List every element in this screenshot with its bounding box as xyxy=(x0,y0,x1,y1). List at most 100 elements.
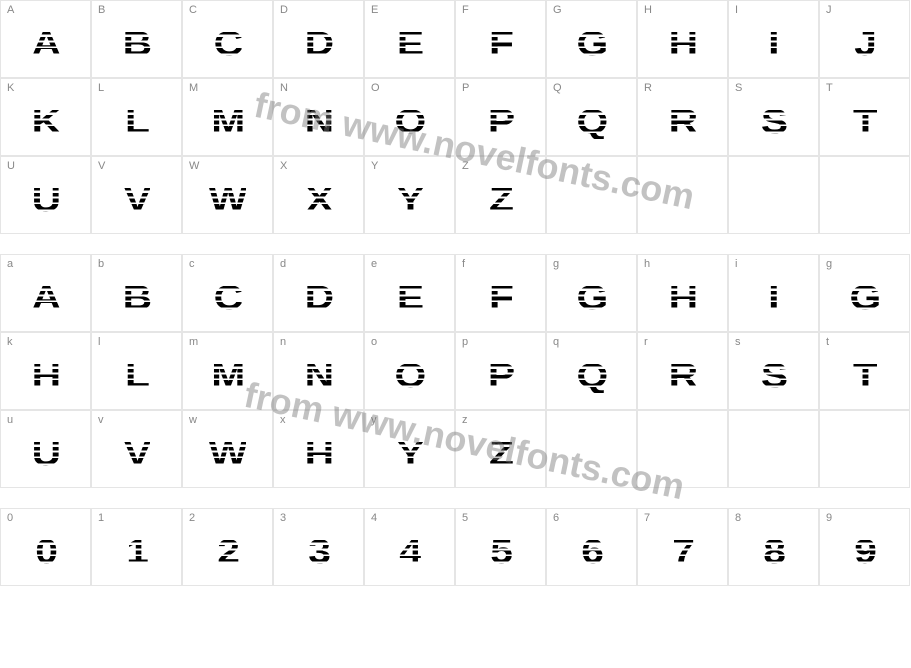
glyph-wrap: A xyxy=(1,27,90,61)
cell-label: u xyxy=(7,414,13,426)
glyph-cell: 55 xyxy=(455,508,546,586)
glyph-wrap: F xyxy=(456,27,545,61)
glyph-wrap: D xyxy=(274,27,363,61)
cell-label: Q xyxy=(553,82,562,94)
character-map-grid: AABBCCDDEEFFGGHHIIJJKKLLMMNNOOPPQQRRSSTT… xyxy=(0,0,910,586)
cell-label: z xyxy=(462,414,468,426)
glyph: 0 xyxy=(35,535,57,569)
glyph: 5 xyxy=(490,535,512,569)
glyph-cell: eE xyxy=(364,254,455,332)
glyph-wrap: 3 xyxy=(274,535,363,569)
cell-label: t xyxy=(826,336,829,348)
glyph: R xyxy=(668,359,696,393)
glyph-cell xyxy=(819,156,910,234)
cell-label: E xyxy=(371,4,378,16)
glyph: G xyxy=(576,27,607,61)
cell-label: Y xyxy=(371,160,378,172)
glyph: 9 xyxy=(854,535,876,569)
glyph-wrap: W xyxy=(183,183,272,217)
glyph-wrap: R xyxy=(638,359,727,393)
glyph-cell: ZZ xyxy=(455,156,546,234)
glyph-cell: vV xyxy=(91,410,182,488)
glyph-cell: YY xyxy=(364,156,455,234)
cell-label: D xyxy=(280,4,288,16)
glyph: Z xyxy=(489,183,513,217)
glyph: P xyxy=(487,105,513,139)
glyph-wrap: 6 xyxy=(547,535,636,569)
glyph-cell: HH xyxy=(637,0,728,78)
glyph: M xyxy=(211,105,244,139)
glyph-wrap: 4 xyxy=(365,535,454,569)
cell-label: K xyxy=(7,82,14,94)
glyph: 4 xyxy=(399,535,421,569)
glyph-cell: hH xyxy=(637,254,728,332)
cell-label: v xyxy=(98,414,104,426)
glyph: P xyxy=(487,359,513,393)
glyph-wrap: Y xyxy=(365,437,454,471)
glyph: X xyxy=(305,183,331,217)
glyph-cell: dD xyxy=(273,254,364,332)
glyph: U xyxy=(31,183,59,217)
glyph-wrap: O xyxy=(365,105,454,139)
glyph-cell: 88 xyxy=(728,508,819,586)
glyph: Z xyxy=(489,437,513,471)
glyph: E xyxy=(396,27,422,61)
glyph-cell: pP xyxy=(455,332,546,410)
glyph-cell: 00 xyxy=(0,508,91,586)
glyph-cell: UU xyxy=(0,156,91,234)
glyph-wrap: M xyxy=(183,105,272,139)
glyph: Q xyxy=(576,105,607,139)
glyph-wrap: Y xyxy=(365,183,454,217)
cell-label: p xyxy=(462,336,468,348)
glyph-wrap: Z xyxy=(456,437,545,471)
glyph-cell: bB xyxy=(91,254,182,332)
cell-label: g xyxy=(826,258,832,270)
cell-label: A xyxy=(7,4,14,16)
glyph: M xyxy=(211,359,244,393)
glyph-wrap: S xyxy=(729,105,818,139)
glyph-cell: lL xyxy=(91,332,182,410)
glyph: F xyxy=(489,27,513,61)
glyph-cell: fF xyxy=(455,254,546,332)
glyph: H xyxy=(304,437,332,471)
cell-label: s xyxy=(735,336,741,348)
cell-label: 3 xyxy=(280,512,286,524)
glyph: H xyxy=(31,359,59,393)
cell-label: O xyxy=(371,82,380,94)
glyph-wrap: Q xyxy=(547,105,636,139)
glyph-wrap: F xyxy=(456,281,545,315)
glyph: L xyxy=(125,359,149,393)
cell-label: o xyxy=(371,336,377,348)
glyph-wrap: H xyxy=(1,359,90,393)
cell-label: G xyxy=(553,4,562,16)
glyph-cell: 22 xyxy=(182,508,273,586)
glyph: W xyxy=(209,437,246,471)
cell-label: q xyxy=(553,336,559,348)
glyph: W xyxy=(209,183,246,217)
glyph-cell: 77 xyxy=(637,508,728,586)
cell-label: f xyxy=(462,258,465,270)
glyph-wrap: E xyxy=(365,281,454,315)
glyph-cell: wW xyxy=(182,410,273,488)
glyph: Q xyxy=(576,359,607,393)
glyph-cell: qQ xyxy=(546,332,637,410)
cell-label: d xyxy=(280,258,286,270)
cell-label: B xyxy=(98,4,105,16)
glyph: O xyxy=(394,359,425,393)
glyph-cell: JJ xyxy=(819,0,910,78)
cell-label: 4 xyxy=(371,512,377,524)
cell-label: P xyxy=(462,82,469,94)
glyph-wrap: C xyxy=(183,27,272,61)
section-spacer xyxy=(0,234,910,254)
glyph-cell: EE xyxy=(364,0,455,78)
glyph-cell xyxy=(546,156,637,234)
glyph-wrap: B xyxy=(92,27,181,61)
glyph-wrap: L xyxy=(92,359,181,393)
glyph: I xyxy=(768,281,778,315)
glyph-cell: yY xyxy=(364,410,455,488)
glyph-wrap: Q xyxy=(547,359,636,393)
glyph-cell: iI xyxy=(728,254,819,332)
glyph-wrap: E xyxy=(365,27,454,61)
glyph-wrap: L xyxy=(92,105,181,139)
glyph: H xyxy=(668,281,696,315)
